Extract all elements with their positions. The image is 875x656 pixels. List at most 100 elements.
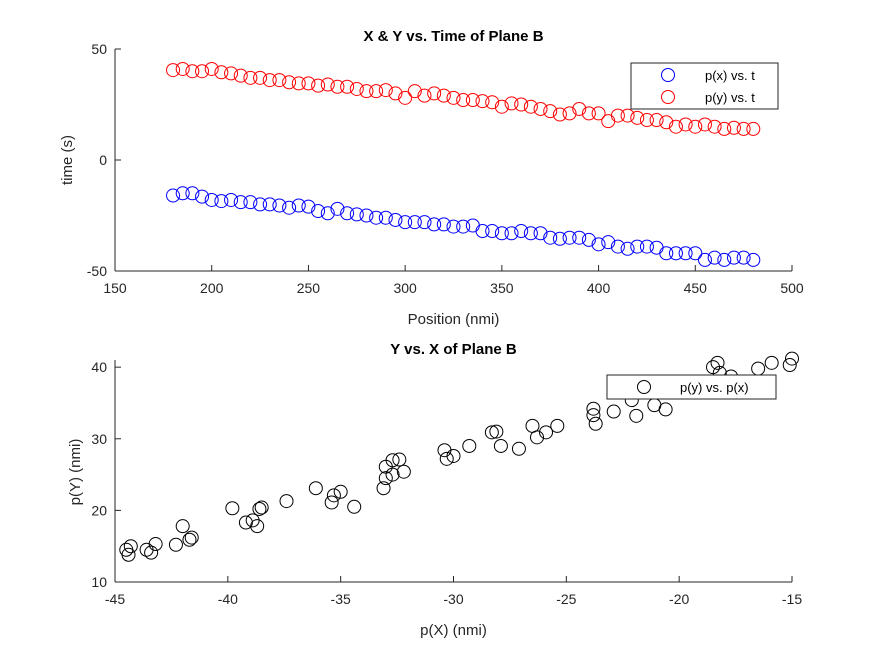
top-chart-point-series-1 [166, 63, 181, 78]
top-chart-point-series-0 [572, 230, 587, 245]
top-chart-point-series-0 [601, 235, 616, 250]
bottom-chart-point [782, 358, 797, 373]
top-chart-point-series-1 [407, 84, 422, 99]
bottom-chart-point [252, 501, 267, 516]
top-chart-point-series-1 [195, 64, 210, 79]
top-chart-point-series-1 [746, 121, 761, 136]
top-chart-point-series-1 [175, 61, 190, 76]
top-chart-point-series-0 [514, 224, 529, 239]
top-chart-point-series-0 [581, 232, 596, 247]
bottom-chart-x-tick-label: -40 [218, 591, 238, 607]
bottom-chart-ylabel: p(Y) (nmi) [67, 439, 84, 506]
bottom-chart-point [629, 408, 644, 423]
bottom-chart-point [588, 416, 603, 431]
top-chart-point-series-0 [320, 206, 335, 221]
top-chart-point-series-1 [253, 70, 268, 85]
bottom-chart-point [606, 404, 621, 419]
top-chart-point-series-1 [562, 106, 577, 121]
bottom-chart-point [764, 355, 779, 370]
top-chart-point-series-0 [195, 189, 210, 204]
top-chart-point-series-1 [320, 77, 335, 92]
bottom-chart-point [238, 515, 253, 530]
top-chart-point-series-0 [523, 226, 538, 241]
top-chart-point-series-0 [688, 246, 703, 261]
top-chart-point-series-0 [707, 250, 722, 265]
top-chart-point-series-0 [494, 226, 509, 241]
top-chart-point-series-1 [639, 113, 654, 128]
bottom-chart-point [168, 537, 183, 552]
top-chart-points [166, 61, 761, 267]
top-chart-point-series-0 [175, 186, 190, 201]
top-chart-x-tick-label: 150 [103, 280, 127, 296]
top-chart-point-series-1 [233, 68, 248, 83]
top-chart-point-series-1 [581, 106, 596, 121]
top-chart-point-series-0 [533, 226, 548, 241]
top-chart-point-series-1 [378, 83, 393, 98]
bottom-chart-point [333, 484, 348, 499]
top-chart-point-series-0 [726, 250, 741, 265]
top-chart-point-series-1 [349, 81, 364, 96]
top-chart-point-series-0 [659, 246, 674, 261]
top-chart-point-series-1 [291, 76, 306, 91]
top-chart-point-series-1 [436, 88, 451, 103]
top-chart-point-series-1 [204, 61, 219, 76]
top-chart-point-series-0 [233, 195, 248, 210]
top-chart-point-series-0 [562, 230, 577, 245]
top-chart-x-tick-label: 400 [587, 280, 611, 296]
top-chart-point-series-1 [427, 86, 442, 101]
top-chart-point-series-1 [697, 117, 712, 132]
bottom-chart-x-tick-label: -45 [105, 591, 125, 607]
top-chart-point-series-1 [243, 70, 258, 85]
bottom-chart-point [144, 545, 159, 560]
bottom-chart-point [378, 471, 393, 486]
top-chart-point-series-1 [533, 101, 548, 116]
top-chart-point-series-0 [253, 197, 268, 212]
top-chart-point-series-1 [398, 90, 413, 105]
top-chart-point-series-0 [427, 217, 442, 232]
top-chart-point-series-1 [340, 79, 355, 94]
bottom-chart-point [254, 500, 269, 515]
top-chart-point-series-0 [630, 239, 645, 254]
top-chart-point-series-0 [717, 252, 732, 267]
top-chart-point-series-0 [311, 204, 326, 219]
top-chart-point-series-0 [456, 219, 471, 234]
bottom-chart-point [710, 355, 725, 370]
bottom-chart-point [184, 530, 199, 545]
bottom-chart-y-tick-label: 30 [91, 431, 107, 447]
top-chart-legend-box [630, 62, 779, 110]
top-chart-point-series-1 [659, 115, 674, 130]
bottom-chart-point [279, 494, 294, 509]
top-chart-point-series-1 [272, 73, 287, 88]
top-chart-point-series-0 [668, 246, 683, 261]
bottom-chart-title: Y vs. X of Plane B [390, 341, 517, 358]
legend-marker-py [661, 90, 675, 104]
top-chart-point-series-0 [610, 239, 625, 254]
top-chart-point-series-0 [475, 224, 490, 239]
bottom-chart-point [658, 402, 673, 417]
bottom-chart-point [121, 547, 136, 562]
bottom-chart-point [550, 418, 565, 433]
top-chart-point-series-1 [552, 107, 567, 122]
bottom-chart-legend-box [606, 374, 777, 400]
top-chart-point-series-1 [572, 101, 587, 116]
bottom-chart: Y vs. X of Plane B -45 -40 -35 -30 -25 -20 -15… [67, 341, 802, 639]
top-chart-point-series-0 [185, 186, 200, 201]
bottom-chart-point [396, 464, 411, 479]
bottom-chart-point [308, 481, 323, 496]
top-chart-point-series-0 [166, 188, 181, 203]
top-chart-x-tick-label: 200 [200, 280, 224, 296]
bottom-chart-point [175, 519, 190, 534]
top-chart-point-series-1 [417, 88, 432, 103]
top-chart-point-series-0 [697, 252, 712, 267]
top-chart-point-series-1 [359, 84, 374, 99]
top-chart-point-series-0 [678, 246, 693, 261]
top-chart-point-series-0 [214, 194, 229, 209]
bottom-chart-point [326, 488, 341, 503]
top-chart-y-tick-label: -50 [87, 263, 107, 279]
top-chart: X & Y vs. Time of Plane B 150 200 250 300 35… [59, 28, 804, 328]
top-chart-point-series-1 [543, 104, 558, 119]
top-chart-point-series-1 [369, 84, 384, 99]
top-chart-point-series-1 [485, 95, 500, 110]
top-chart-point-series-0 [291, 198, 306, 213]
legend-marker-px [661, 68, 675, 82]
